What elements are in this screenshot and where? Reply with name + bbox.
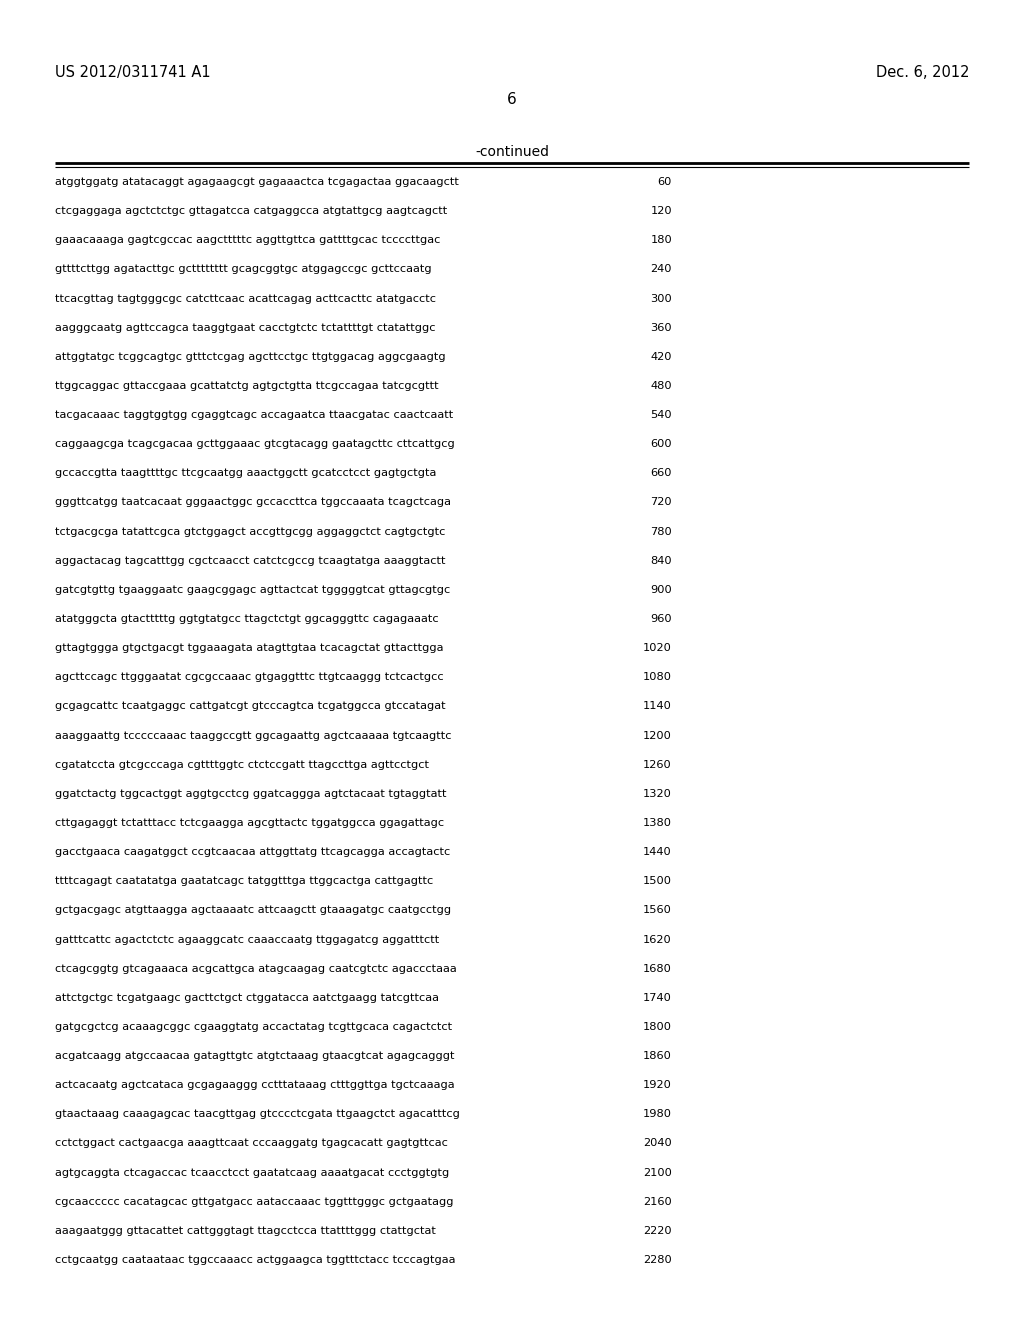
Text: gcgagcattc tcaatgaggc cattgatcgt gtcccagtca tcgatggcca gtccatagat: gcgagcattc tcaatgaggc cattgatcgt gtcccag… <box>55 701 445 711</box>
Text: 2280: 2280 <box>643 1255 672 1265</box>
Text: aaagaatggg gttacattet cattgggtagt ttagcctcca ttattttggg ctattgctat: aaagaatggg gttacattet cattgggtagt ttagcc… <box>55 1226 436 1236</box>
Text: gaaacaaaga gagtcgccac aagctttttc aggttgttca gattttgcac tccccttgac: gaaacaaaga gagtcgccac aagctttttc aggttgt… <box>55 235 440 246</box>
Text: cctgcaatgg caataataac tggccaaacc actggaagca tggtttctacc tcccagtgaa: cctgcaatgg caataataac tggccaaacc actggaa… <box>55 1255 456 1265</box>
Text: 1440: 1440 <box>643 847 672 857</box>
Text: 960: 960 <box>650 614 672 624</box>
Text: 1380: 1380 <box>643 818 672 828</box>
Text: 1920: 1920 <box>643 1080 672 1090</box>
Text: tacgacaaac taggtggtgg cgaggtcagc accagaatca ttaacgatac caactcaatt: tacgacaaac taggtggtgg cgaggtcagc accagaa… <box>55 411 454 420</box>
Text: 1260: 1260 <box>643 760 672 770</box>
Text: 720: 720 <box>650 498 672 507</box>
Text: cttgagaggt tctatttacc tctcgaagga agcgttactc tggatggcca ggagattagc: cttgagaggt tctatttacc tctcgaagga agcgtta… <box>55 818 444 828</box>
Text: ctcagcggtg gtcagaaaca acgcattgca atagcaagag caatcgtctc agaccctaaa: ctcagcggtg gtcagaaaca acgcattgca atagcaa… <box>55 964 457 974</box>
Text: 900: 900 <box>650 585 672 595</box>
Text: aaaggaattg tcccccaaac taaggccgtt ggcagaattg agctcaaaaa tgtcaagttc: aaaggaattg tcccccaaac taaggccgtt ggcagaa… <box>55 730 452 741</box>
Text: atggtggatg atatacaggt agagaagcgt gagaaactca tcgagactaa ggacaagctt: atggtggatg atatacaggt agagaagcgt gagaaac… <box>55 177 459 187</box>
Text: acgatcaagg atgccaacaa gatagttgtc atgtctaaag gtaacgtcat agagcagggt: acgatcaagg atgccaacaa gatagttgtc atgtcta… <box>55 1051 455 1061</box>
Text: tctgacgcga tatattcgca gtctggagct accgttgcgg aggaggctct cagtgctgtc: tctgacgcga tatattcgca gtctggagct accgttg… <box>55 527 445 537</box>
Text: 1140: 1140 <box>643 701 672 711</box>
Text: -continued: -continued <box>475 145 549 158</box>
Text: 420: 420 <box>650 352 672 362</box>
Text: aggactacag tagcatttgg cgctcaacct catctcgccg tcaagtatga aaaggtactt: aggactacag tagcatttgg cgctcaacct catctcg… <box>55 556 445 566</box>
Text: gacctgaaca caagatggct ccgtcaacaa attggttatg ttcagcagga accagtactc: gacctgaaca caagatggct ccgtcaacaa attggtt… <box>55 847 451 857</box>
Text: attctgctgc tcgatgaagc gacttctgct ctggatacca aatctgaagg tatcgttcaa: attctgctgc tcgatgaagc gacttctgct ctggata… <box>55 993 439 1003</box>
Text: Dec. 6, 2012: Dec. 6, 2012 <box>876 65 969 81</box>
Text: 780: 780 <box>650 527 672 537</box>
Text: gatcgtgttg tgaaggaatc gaagcggagc agttactcat tgggggtcat gttagcgtgc: gatcgtgttg tgaaggaatc gaagcggagc agttact… <box>55 585 451 595</box>
Text: 1740: 1740 <box>643 993 672 1003</box>
Text: ttggcaggac gttaccgaaa gcattatctg agtgctgtta ttcgccagaa tatcgcgttt: ttggcaggac gttaccgaaa gcattatctg agtgctg… <box>55 381 438 391</box>
Text: 540: 540 <box>650 411 672 420</box>
Text: ttttcagagt caatatatga gaatatcagc tatggtttga ttggcactga cattgagttc: ttttcagagt caatatatga gaatatcagc tatggtt… <box>55 876 433 886</box>
Text: 120: 120 <box>650 206 672 216</box>
Text: 360: 360 <box>650 322 672 333</box>
Text: 1560: 1560 <box>643 906 672 915</box>
Text: ggatctactg tggcactggt aggtgcctcg ggatcaggga agtctacaat tgtaggtatt: ggatctactg tggcactggt aggtgcctcg ggatcag… <box>55 789 446 799</box>
Text: ttcacgttag tagtgggcgc catcttcaac acattcagag acttcacttc atatgacctc: ttcacgttag tagtgggcgc catcttcaac acattca… <box>55 293 436 304</box>
Text: 6: 6 <box>507 92 517 107</box>
Text: gttttcttgg agatacttgc gctttttttt gcagcggtgc atggagccgc gcttccaatg: gttttcttgg agatacttgc gctttttttt gcagcgg… <box>55 264 432 275</box>
Text: gatgcgctcg acaaagcggc cgaaggtatg accactatag tcgttgcaca cagactctct: gatgcgctcg acaaagcggc cgaaggtatg accacta… <box>55 1022 453 1032</box>
Text: atatgggcta gtactttttg ggtgtatgcc ttagctctgt ggcagggttc cagagaaatc: atatgggcta gtactttttg ggtgtatgcc ttagctc… <box>55 614 438 624</box>
Text: 1320: 1320 <box>643 789 672 799</box>
Text: gttagtggga gtgctgacgt tggaaagata atagttgtaa tcacagctat gttacttgga: gttagtggga gtgctgacgt tggaaagata atagttg… <box>55 643 443 653</box>
Text: 1080: 1080 <box>643 672 672 682</box>
Text: 660: 660 <box>650 469 672 478</box>
Text: gctgacgagc atgttaagga agctaaaatc attcaagctt gtaaagatgc caatgcctgg: gctgacgagc atgttaagga agctaaaatc attcaag… <box>55 906 452 915</box>
Text: ctcgaggaga agctctctgc gttagatcca catgaggcca atgtattgcg aagtcagctt: ctcgaggaga agctctctgc gttagatcca catgagg… <box>55 206 447 216</box>
Text: aagggcaatg agttccagca taaggtgaat cacctgtctc tctattttgt ctatattggc: aagggcaatg agttccagca taaggtgaat cacctgt… <box>55 322 435 333</box>
Text: actcacaatg agctcataca gcgagaaggg cctttataaag ctttggttga tgctcaaaga: actcacaatg agctcataca gcgagaaggg cctttat… <box>55 1080 455 1090</box>
Text: 600: 600 <box>650 440 672 449</box>
Text: cgcaaccccc cacatagcac gttgatgacc aataccaaac tggtttgggc gctgaatagg: cgcaaccccc cacatagcac gttgatgacc aatacca… <box>55 1197 454 1206</box>
Text: 1680: 1680 <box>643 964 672 974</box>
Text: 1500: 1500 <box>643 876 672 886</box>
Text: gtaactaaag caaagagcac taacgttgag gtcccctcgata ttgaagctct agacatttcg: gtaactaaag caaagagcac taacgttgag gtcccct… <box>55 1109 460 1119</box>
Text: gccaccgtta taagttttgc ttcgcaatgg aaactggctt gcatcctcct gagtgctgta: gccaccgtta taagttttgc ttcgcaatgg aaactgg… <box>55 469 436 478</box>
Text: 1200: 1200 <box>643 730 672 741</box>
Text: cctctggact cactgaacga aaagttcaat cccaaggatg tgagcacatt gagtgttcac: cctctggact cactgaacga aaagttcaat cccaagg… <box>55 1138 447 1148</box>
Text: caggaagcga tcagcgacaa gcttggaaac gtcgtacagg gaatagcttc cttcattgcg: caggaagcga tcagcgacaa gcttggaaac gtcgtac… <box>55 440 455 449</box>
Text: 60: 60 <box>657 177 672 187</box>
Text: 300: 300 <box>650 293 672 304</box>
Text: cgatatccta gtcgcccaga cgttttggtc ctctccgatt ttagccttga agttcctgct: cgatatccta gtcgcccaga cgttttggtc ctctccg… <box>55 760 429 770</box>
Text: attggtatgc tcggcagtgc gtttctcgag agcttcctgc ttgtggacag aggcgaagtg: attggtatgc tcggcagtgc gtttctcgag agcttcc… <box>55 352 445 362</box>
Text: 2040: 2040 <box>643 1138 672 1148</box>
Text: gatttcattc agactctctc agaaggcatc caaaccaatg ttggagatcg aggatttctt: gatttcattc agactctctc agaaggcatc caaacca… <box>55 935 439 945</box>
Text: US 2012/0311741 A1: US 2012/0311741 A1 <box>55 65 211 81</box>
Text: 1020: 1020 <box>643 643 672 653</box>
Text: 180: 180 <box>650 235 672 246</box>
Text: 2220: 2220 <box>643 1226 672 1236</box>
Text: gggttcatgg taatcacaat gggaactggc gccaccttca tggccaaata tcagctcaga: gggttcatgg taatcacaat gggaactggc gccacct… <box>55 498 451 507</box>
Text: agtgcaggta ctcagaccac tcaacctcct gaatatcaag aaaatgacat ccctggtgtg: agtgcaggta ctcagaccac tcaacctcct gaatatc… <box>55 1168 450 1177</box>
Text: 1620: 1620 <box>643 935 672 945</box>
Text: 1860: 1860 <box>643 1051 672 1061</box>
Text: 240: 240 <box>650 264 672 275</box>
Text: 2100: 2100 <box>643 1168 672 1177</box>
Text: 840: 840 <box>650 556 672 566</box>
Text: agcttccagc ttgggaatat cgcgccaaac gtgaggtttc ttgtcaaggg tctcactgcc: agcttccagc ttgggaatat cgcgccaaac gtgaggt… <box>55 672 443 682</box>
Text: 1800: 1800 <box>643 1022 672 1032</box>
Text: 1980: 1980 <box>643 1109 672 1119</box>
Text: 480: 480 <box>650 381 672 391</box>
Text: 2160: 2160 <box>643 1197 672 1206</box>
